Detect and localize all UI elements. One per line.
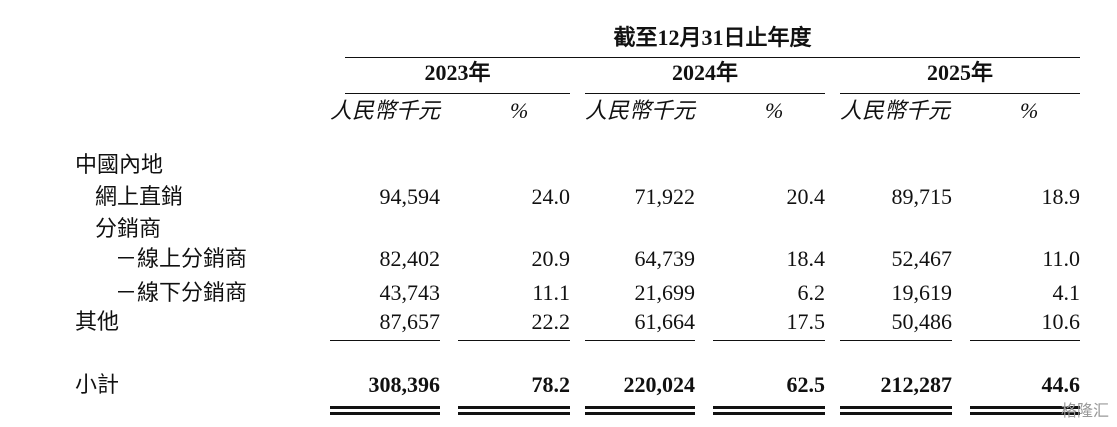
- cell: 10.6: [1041, 309, 1081, 334]
- unit: %: [1020, 98, 1039, 123]
- unit: %: [510, 98, 529, 123]
- cell: 89,715: [891, 184, 953, 209]
- row-label: 中國內地: [75, 152, 164, 177]
- cell: 44.6: [1041, 372, 1081, 397]
- cell: 64,739: [634, 246, 696, 271]
- cell: 20.4: [786, 184, 826, 209]
- cell: 24.0: [531, 184, 571, 209]
- watermark: 格隆汇: [1060, 401, 1109, 420]
- double-rule: [458, 412, 570, 415]
- double-rule: [585, 412, 695, 415]
- row-label: －線上分銷商: [115, 246, 248, 271]
- unit: %: [765, 98, 784, 123]
- double-rule: [713, 412, 825, 415]
- cell: 11.0: [1042, 246, 1080, 271]
- cell: 62.5: [786, 372, 826, 397]
- cell: 61,664: [634, 309, 696, 334]
- row-label: 網上直銷: [95, 184, 184, 209]
- rule: [970, 340, 1080, 341]
- rule: [345, 93, 570, 94]
- double-rule: [840, 412, 952, 415]
- cell: 308,396: [368, 372, 441, 397]
- rule: [840, 340, 952, 341]
- year: 2024年: [671, 60, 738, 85]
- rule: [713, 340, 825, 341]
- rule: [458, 340, 570, 341]
- cell: 19,619: [891, 280, 953, 305]
- unit: 人民幣千元: [330, 98, 441, 123]
- cell: 94,594: [379, 184, 441, 209]
- double-rule: [330, 406, 440, 409]
- year: 2025年: [926, 60, 993, 85]
- cell: 11.1: [532, 280, 570, 305]
- double-rule: [330, 412, 440, 415]
- unit: 人民幣千元: [840, 98, 951, 123]
- cell: 212,287: [880, 372, 953, 397]
- row-label: 小計: [75, 372, 120, 397]
- rule: [585, 93, 825, 94]
- unit: 人民幣千元: [585, 98, 696, 123]
- cell: 20.9: [531, 246, 571, 271]
- cell: 4.1: [1052, 280, 1081, 305]
- rule: [840, 93, 1080, 94]
- cell: 43,743: [379, 280, 441, 305]
- double-rule: [840, 406, 952, 409]
- cell: 18.9: [1041, 184, 1081, 209]
- year: 2023年: [424, 60, 491, 85]
- cell: 50,486: [891, 309, 953, 334]
- cell: 6.2: [797, 280, 826, 305]
- double-rule: [458, 406, 570, 409]
- double-rule: [585, 406, 695, 409]
- double-rule: [713, 406, 825, 409]
- cell: 17.5: [786, 309, 826, 334]
- cell: 220,024: [623, 372, 696, 397]
- cell: 71,922: [634, 184, 696, 209]
- double-rule: [970, 412, 1080, 415]
- rule: [585, 340, 695, 341]
- row-label: －線下分銷商: [115, 280, 248, 305]
- cell: 78.2: [531, 372, 571, 397]
- cell: 18.4: [786, 246, 826, 271]
- cell: 87,657: [379, 309, 441, 334]
- double-rule: [970, 406, 1080, 409]
- cell: 82,402: [379, 246, 441, 271]
- rule: [330, 340, 440, 341]
- period-title: 截至12月31日止年度: [613, 25, 812, 50]
- cell: 22.2: [531, 309, 571, 334]
- cell: 52,467: [891, 246, 953, 271]
- row-label: 分銷商: [95, 216, 162, 241]
- cell: 21,699: [634, 280, 696, 305]
- rule: [345, 57, 1080, 58]
- row-label: 其他: [75, 309, 120, 334]
